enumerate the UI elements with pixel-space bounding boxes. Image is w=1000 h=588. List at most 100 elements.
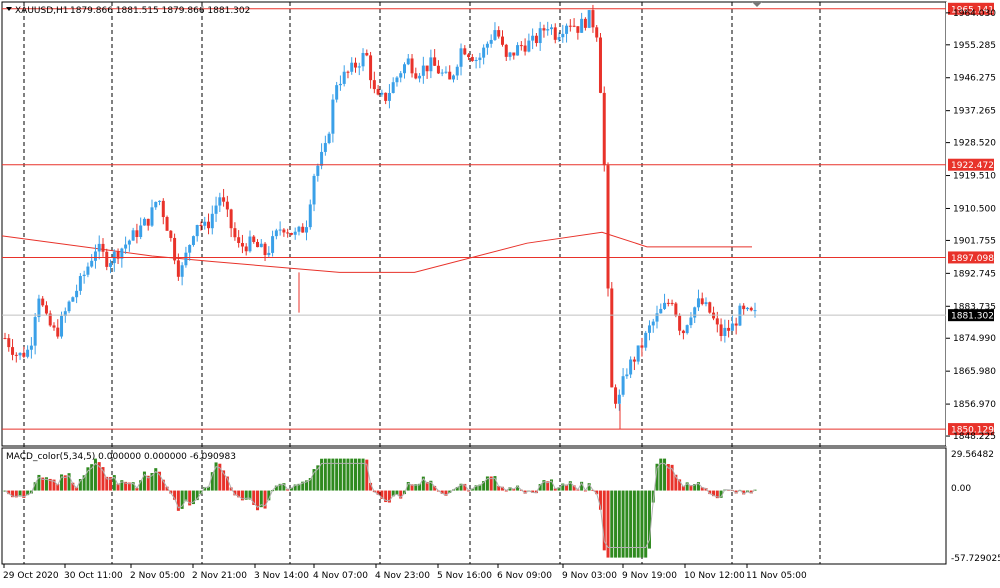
candle: [297, 226, 301, 232]
candle: [621, 376, 625, 395]
candle: [384, 92, 388, 101]
candle: [549, 27, 553, 30]
hline-1850-label: 1850.129: [951, 426, 994, 436]
candle: [203, 221, 207, 226]
candle: [7, 338, 11, 348]
candle: [402, 64, 406, 74]
candle: [263, 243, 267, 256]
candle: [632, 359, 636, 362]
candle: [41, 298, 45, 306]
candle: [629, 359, 633, 375]
symbol-label: XAUUSD,H1: [15, 6, 69, 16]
candle: [674, 303, 678, 316]
time-axis-label: 4 Nov 07:00: [313, 571, 368, 581]
candle: [565, 25, 569, 34]
candle: [37, 298, 41, 318]
candle: [606, 165, 610, 289]
candle: [195, 225, 199, 237]
candle: [681, 330, 685, 334]
symbol-dropdown-icon[interactable]: [6, 7, 12, 11]
candle: [436, 65, 440, 74]
hline-1965-tag: [948, 2, 994, 15]
candle: [568, 25, 572, 27]
price-axis-tick: 1883.735: [953, 302, 996, 312]
candle: [395, 77, 399, 83]
candle: [478, 57, 482, 61]
hline-1922-tag: [948, 158, 994, 171]
candle: [372, 80, 376, 90]
candle: [361, 52, 365, 67]
candle: [14, 354, 18, 356]
candle: [278, 229, 282, 231]
price-axis-tick: 1964.030: [953, 9, 996, 19]
time-axis-label: 5 Nov 16:00: [437, 571, 492, 581]
candle: [433, 57, 437, 66]
hline-1897-tag: [948, 251, 994, 264]
candle: [150, 207, 154, 226]
time-axis-label: 2 Nov 21:00: [192, 571, 247, 581]
candle: [78, 276, 82, 291]
candle: [161, 200, 165, 218]
candle: [598, 37, 602, 93]
candle: [704, 302, 708, 305]
candle: [135, 230, 139, 238]
candle: [244, 246, 248, 252]
candle: [316, 165, 320, 176]
candle: [256, 241, 260, 248]
candle: [696, 298, 700, 308]
candle: [312, 175, 316, 205]
price-axis-tick: 1955.285: [953, 41, 996, 51]
candle: [655, 313, 659, 322]
vertical-grid: [23, 2, 821, 564]
candle: [583, 18, 587, 28]
candle: [86, 266, 90, 275]
candle: [410, 58, 414, 74]
candle: [67, 301, 71, 312]
candle: [354, 62, 358, 68]
candle: [109, 263, 113, 267]
time-axis-label: 3 Nov 14:00: [254, 571, 309, 581]
macd-indicator-label: MACD_color(5,34,5) 0.000000 0.000000 -6.…: [6, 452, 236, 462]
candle: [323, 143, 327, 152]
price-pane[interactable]: [1, 1, 947, 447]
candle: [188, 244, 192, 253]
candle: [448, 71, 452, 80]
candle: [636, 345, 640, 362]
candle: [11, 347, 15, 355]
candle: [557, 37, 561, 40]
candle: [504, 44, 508, 57]
candle: [399, 73, 403, 78]
candle: [26, 349, 30, 357]
candle: [485, 43, 489, 48]
candle: [338, 83, 342, 86]
macd-pane[interactable]: [1, 447, 947, 565]
candle: [617, 394, 621, 404]
candle: [451, 75, 455, 80]
candle: [666, 302, 670, 304]
price-axis-tick: 1848.225: [953, 432, 996, 442]
candle: [305, 227, 309, 233]
candle: [222, 197, 226, 202]
time-axis-labels: 29 Oct 2020 30 Oct 11:00 2 Nov 05:00 2 Nov …: [3, 564, 807, 581]
macd-axis-zero: 0.00: [951, 484, 971, 494]
candle: [289, 232, 293, 235]
candle: [527, 40, 531, 52]
candle: [346, 71, 350, 73]
candle: [274, 230, 278, 237]
candle: [218, 197, 222, 206]
candle: [286, 232, 290, 234]
candle: [531, 35, 535, 41]
hline-1850-tag: [948, 423, 994, 436]
candle: [553, 27, 557, 40]
candle: [180, 265, 184, 277]
candle: [663, 302, 667, 309]
macd-axis-bottom: -57.729025: [951, 554, 1000, 564]
candle: [644, 332, 648, 348]
candle: [90, 260, 94, 267]
candle: [173, 237, 177, 261]
candlestick-series: [3, 4, 757, 430]
candle: [308, 204, 312, 228]
chart-shift-marker-icon[interactable]: [752, 2, 762, 7]
candle: [176, 260, 180, 277]
